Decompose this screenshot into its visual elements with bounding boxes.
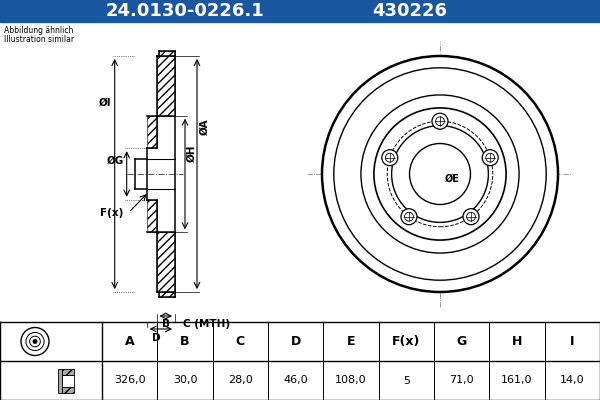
- Bar: [62, 368, 74, 374]
- Bar: [0, 322, 600, 400]
- Bar: [158, 51, 175, 56]
- Text: B: B: [180, 335, 190, 348]
- Text: H: H: [512, 335, 522, 348]
- Text: A: A: [125, 335, 134, 348]
- Bar: [30, 22, 340, 322]
- Bar: [62, 374, 74, 386]
- Bar: [146, 200, 157, 232]
- Text: D: D: [152, 333, 160, 343]
- Circle shape: [33, 339, 37, 344]
- Text: Abbildung ähnlich: Abbildung ähnlich: [4, 26, 73, 35]
- Text: 5: 5: [403, 376, 410, 386]
- Text: 430226: 430226: [373, 2, 448, 20]
- Text: ØI: ØI: [99, 98, 112, 108]
- Text: 46,0: 46,0: [283, 376, 308, 386]
- Bar: [58, 368, 62, 392]
- Bar: [157, 232, 175, 292]
- Circle shape: [432, 113, 448, 129]
- Circle shape: [410, 144, 470, 204]
- Text: ØA: ØA: [200, 118, 210, 135]
- Bar: [62, 386, 74, 392]
- Text: 24.0130-0226.1: 24.0130-0226.1: [106, 2, 265, 20]
- Circle shape: [21, 328, 49, 356]
- Text: ØG: ØG: [106, 156, 124, 166]
- Text: 161,0: 161,0: [501, 376, 533, 386]
- Text: C (MTH): C (MTH): [183, 319, 230, 329]
- Circle shape: [29, 336, 40, 347]
- Bar: [0, 22, 600, 322]
- Text: F(x): F(x): [100, 208, 124, 218]
- Text: D: D: [290, 335, 301, 348]
- Bar: [146, 116, 157, 148]
- Text: C: C: [236, 335, 245, 348]
- Text: 108,0: 108,0: [335, 376, 367, 386]
- Text: F(x): F(x): [392, 335, 421, 348]
- Circle shape: [374, 108, 506, 240]
- Text: G: G: [457, 335, 467, 348]
- Text: ØH: ØH: [187, 145, 197, 162]
- Text: Illustration similar: Illustration similar: [4, 35, 74, 44]
- Text: I: I: [570, 335, 575, 348]
- Text: 28,0: 28,0: [228, 376, 253, 386]
- Bar: [158, 292, 175, 297]
- Text: 326,0: 326,0: [114, 376, 145, 386]
- Circle shape: [322, 56, 558, 292]
- Circle shape: [482, 150, 498, 166]
- Circle shape: [334, 68, 546, 280]
- Text: E: E: [347, 335, 355, 348]
- Text: 14,0: 14,0: [560, 376, 584, 386]
- Circle shape: [382, 150, 398, 166]
- Circle shape: [26, 332, 44, 350]
- Text: B: B: [162, 319, 170, 329]
- Circle shape: [392, 126, 488, 222]
- Bar: [0, 0, 600, 22]
- Text: 71,0: 71,0: [449, 376, 474, 386]
- Text: ØE: ØE: [445, 174, 460, 184]
- Text: 30,0: 30,0: [173, 376, 197, 386]
- Circle shape: [361, 95, 519, 253]
- Bar: [157, 56, 175, 116]
- Circle shape: [401, 209, 417, 225]
- Circle shape: [463, 209, 479, 225]
